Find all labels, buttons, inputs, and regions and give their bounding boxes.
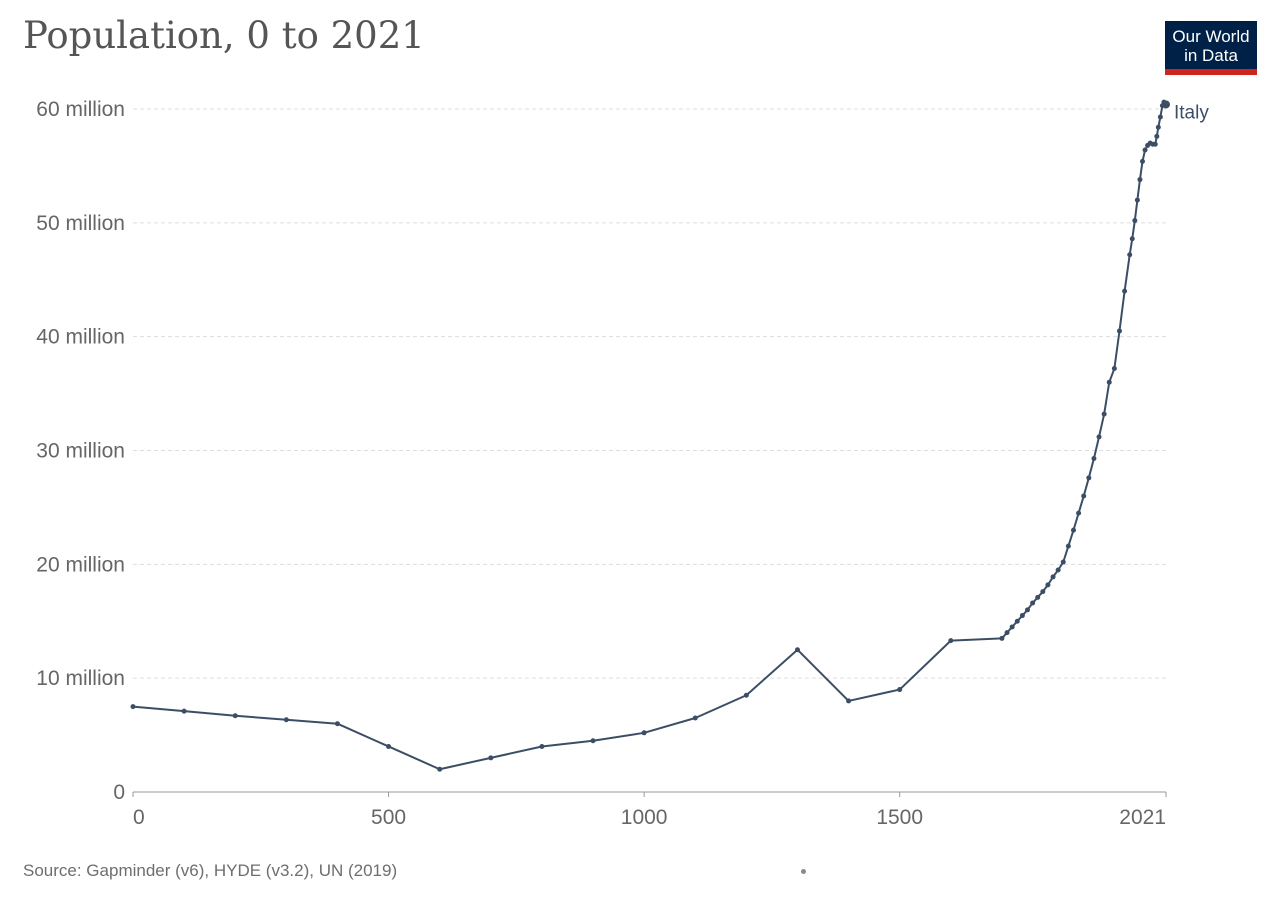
data-point[interactable] xyxy=(1122,288,1128,294)
data-point[interactable] xyxy=(1155,124,1161,130)
data-point[interactable] xyxy=(1129,236,1135,242)
data-point[interactable] xyxy=(1142,147,1148,153)
data-point[interactable] xyxy=(1139,158,1145,164)
data-point[interactable] xyxy=(1024,607,1030,613)
data-point[interactable] xyxy=(1127,252,1133,258)
series-line-italy[interactable] xyxy=(132,101,1167,771)
data-point[interactable] xyxy=(130,704,136,710)
data-point[interactable] xyxy=(1154,133,1160,139)
data-point[interactable] xyxy=(846,698,852,704)
data-point[interactable] xyxy=(488,755,494,761)
data-point[interactable] xyxy=(1086,475,1092,481)
axes: 0 10 million 20 million 30 million 40 millio… xyxy=(36,98,1167,829)
data-point[interactable] xyxy=(539,743,545,749)
logo-accent-bar xyxy=(1165,69,1257,75)
footer-dot-icon xyxy=(801,869,806,874)
data-point[interactable] xyxy=(641,730,647,736)
data-point[interactable] xyxy=(1050,574,1056,580)
data-point[interactable] xyxy=(1137,177,1143,183)
data-point[interactable] xyxy=(1014,618,1020,624)
data-point[interactable] xyxy=(999,635,1005,641)
y-tick-label: 20 million xyxy=(36,553,125,576)
data-point[interactable] xyxy=(1035,594,1041,600)
data-point[interactable] xyxy=(794,647,800,653)
y-tick-label: 30 million xyxy=(36,440,125,463)
data-point[interactable] xyxy=(1030,600,1036,606)
data-point[interactable] xyxy=(1134,197,1140,203)
data-point[interactable] xyxy=(1111,366,1117,372)
data-point[interactable] xyxy=(590,738,596,744)
logo-line-2: in Data xyxy=(1184,46,1238,65)
data-point[interactable] xyxy=(948,638,954,644)
data-point[interactable] xyxy=(692,715,698,721)
data-point[interactable] xyxy=(1019,613,1025,619)
y-tick-label: 50 million xyxy=(36,212,125,235)
data-point[interactable] xyxy=(1004,630,1010,636)
data-point[interactable] xyxy=(334,721,340,727)
our-world-in-data-logo[interactable]: Our World in Data xyxy=(1165,21,1257,75)
y-tick-label: 60 million xyxy=(36,98,125,121)
data-point[interactable] xyxy=(1081,493,1087,499)
data-point[interactable] xyxy=(1116,328,1122,334)
data-point[interactable] xyxy=(1065,543,1071,549)
series-label: Italy xyxy=(1174,102,1209,123)
x-tick-label: 1500 xyxy=(876,806,923,829)
data-point[interactable] xyxy=(1055,567,1061,573)
y-tick-label: 10 million xyxy=(36,667,125,690)
y-tick-label: 40 million xyxy=(36,326,125,349)
data-point[interactable] xyxy=(1040,589,1046,595)
data-point[interactable] xyxy=(1060,559,1066,565)
series xyxy=(130,99,1170,772)
data-point[interactable] xyxy=(181,708,187,714)
y-tick-label: 0 xyxy=(113,781,125,804)
data-point[interactable] xyxy=(1076,510,1082,516)
data-point[interactable] xyxy=(1157,114,1163,120)
data-point[interactable] xyxy=(1096,434,1102,440)
data-point[interactable] xyxy=(743,692,749,698)
data-point[interactable] xyxy=(1132,218,1138,224)
data-point[interactable] xyxy=(437,766,443,772)
source-note: Source: Gapminder (v6), HYDE (v3.2), UN … xyxy=(23,861,398,880)
chart-title: Population, 0 to 2021 xyxy=(23,14,425,57)
data-point[interactable] xyxy=(1106,379,1112,385)
x-tick-label: 500 xyxy=(371,806,406,829)
data-point[interactable] xyxy=(1045,582,1051,588)
series-labels: Italy xyxy=(1174,102,1209,123)
x-tick-label: 0 xyxy=(133,806,145,829)
logo-line-1: Our World xyxy=(1172,27,1250,46)
data-point[interactable] xyxy=(1070,527,1076,533)
x-tick-label: 2021 xyxy=(1119,806,1166,829)
data-point[interactable] xyxy=(1009,624,1015,630)
data-point[interactable] xyxy=(1152,141,1158,147)
data-point[interactable] xyxy=(897,687,903,693)
x-tick-label: 1000 xyxy=(621,806,668,829)
data-point[interactable] xyxy=(283,717,289,723)
data-point[interactable] xyxy=(386,743,392,749)
series-end-marker xyxy=(1162,100,1170,109)
gridlines xyxy=(133,108,1166,679)
data-point[interactable] xyxy=(1091,455,1097,461)
data-point[interactable] xyxy=(232,713,238,719)
data-point[interactable] xyxy=(1101,411,1107,417)
